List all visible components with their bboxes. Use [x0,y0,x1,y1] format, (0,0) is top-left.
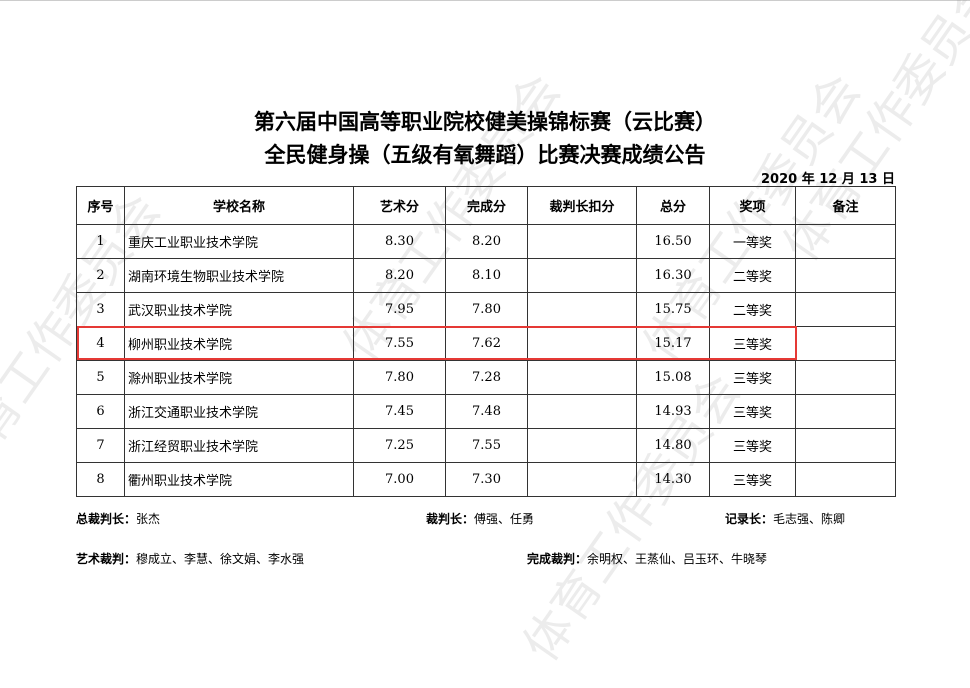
table-cell: 14.30 [636,462,710,497]
table-cell [795,360,896,395]
table-cell: 8.20 [445,224,528,259]
table-cell: 7.55 [353,326,446,361]
table-cell: 15.75 [636,292,710,327]
column-header: 完成分 [445,186,528,225]
table-cell [795,326,896,361]
table-cell: 8.30 [353,224,446,259]
table-cell [527,292,637,327]
table-row: 1 重庆工业职业技术学院 8.30 8.20 16.50 一等奖 [76,224,896,259]
table-row: 5 滁州职业技术学院 7.80 7.28 15.08 三等奖 [76,360,896,395]
column-header: 裁判长扣分 [527,186,637,225]
table-cell: 8.20 [353,258,446,293]
table-cell [527,326,637,361]
table-row: 3 武汉职业技术学院 7.95 7.80 15.75 二等奖 [76,292,896,327]
table-cell [795,224,896,259]
table-cell: 7.45 [353,394,446,429]
recorder: 记录长：毛志强、陈卿 [725,512,846,526]
table-cell: 7.80 [353,360,446,395]
column-header: 艺术分 [353,186,446,225]
table-cell: 7.55 [445,428,528,463]
table-cell: 7.95 [353,292,446,327]
table-cell: 湖南环境生物职业技术学院 [124,258,354,293]
judge-head: 裁判长：傅强、任勇 [426,512,535,526]
table-cell: 16.50 [636,224,710,259]
exec-judges: 完成裁判：余明权、王蒸仙、吕玉环、牛晓琴 [527,552,768,566]
table-cell: 7.48 [445,394,528,429]
table-cell [795,394,896,429]
table-row: 8 衢州职业技术学院 7.00 7.30 14.30 三等奖 [76,462,896,497]
table-cell: 2 [76,258,125,293]
table-cell: 三等奖 [709,326,796,361]
table-cell [527,360,637,395]
table-cell [795,462,896,497]
table-cell: 4 [76,326,125,361]
art-judges: 艺术裁判：穆成立、李慧、徐文娟、李水强 [76,552,305,566]
table-cell: 三等奖 [709,360,796,395]
page-border [0,0,970,1]
table-row: 7 浙江经贸职业技术学院 7.25 7.55 14.80 三等奖 [76,428,896,463]
table-cell: 15.08 [636,360,710,395]
table-cell: 一等奖 [709,224,796,259]
chief-judge: 总裁判长：张杰 [76,512,161,526]
table-cell: 16.30 [636,258,710,293]
table-cell: 7.62 [445,326,528,361]
table-cell: 6 [76,394,125,429]
table-cell [527,258,637,293]
table-cell: 1 [76,224,125,259]
table-cell: 3 [76,292,125,327]
table-cell: 武汉职业技术学院 [124,292,354,327]
table-cell: 三等奖 [709,394,796,429]
table-cell: 7.28 [445,360,528,395]
table-cell: 三等奖 [709,428,796,463]
table-row: 4 柳州职业技术学院 7.55 7.62 15.17 三等奖 [76,326,896,361]
table-cell [795,292,896,327]
table-cell: 7.80 [445,292,528,327]
table-cell [527,428,637,463]
table-cell: 浙江经贸职业技术学院 [124,428,354,463]
table-cell: 7.25 [353,428,446,463]
table-cell: 8.10 [445,258,528,293]
column-header: 序号 [76,186,125,225]
column-header: 学校名称 [124,186,354,225]
results-table: 序号 学校名称 艺术分 完成分 裁判长扣分 总分 奖项 备注 1 重庆工业职业技术学院 8.30 8… [76,186,896,497]
table-cell [527,224,637,259]
table-cell: 15.17 [636,326,710,361]
table-cell: 14.93 [636,394,710,429]
table-cell: 三等奖 [709,462,796,497]
table-cell [795,428,896,463]
table-cell: 5 [76,360,125,395]
title-line-2: 全民健身操（五级有氧舞蹈）比赛决赛成绩公告 [264,143,706,167]
table-row: 6 浙江交通职业技术学院 7.45 7.48 14.93 三等奖 [76,394,896,429]
table-cell: 二等奖 [709,258,796,293]
table-cell: 7.30 [445,462,528,497]
table-cell: 柳州职业技术学院 [124,326,354,361]
title-line-1: 第六届中国高等职业院校健美操锦标赛（云比赛） [254,110,716,134]
table-cell: 7.00 [353,462,446,497]
table-cell: 8 [76,462,125,497]
column-header: 备注 [795,186,896,225]
table-cell: 衢州职业技术学院 [124,462,354,497]
table-cell: 7 [76,428,125,463]
table-row: 2 湖南环境生物职业技术学院 8.20 8.10 16.30 二等奖 [76,258,896,293]
table-cell: 二等奖 [709,292,796,327]
table-header-row: 序号 学校名称 艺术分 完成分 裁判长扣分 总分 奖项 备注 [76,186,896,225]
table-cell: 浙江交通职业技术学院 [124,394,354,429]
column-header: 总分 [636,186,710,225]
table-cell: 滁州职业技术学院 [124,360,354,395]
table-cell [527,394,637,429]
date: 2020 年 12 月 13 日 [761,172,895,187]
table-cell [795,258,896,293]
table-cell: 14.80 [636,428,710,463]
table-cell [527,462,637,497]
table-cell: 重庆工业职业技术学院 [124,224,354,259]
column-header: 奖项 [709,186,796,225]
